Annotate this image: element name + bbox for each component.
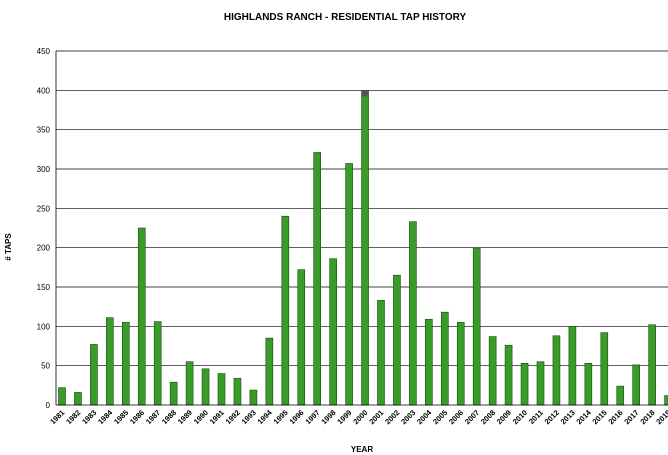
x-tick-label: 2011 [527, 408, 545, 426]
bar-1985 [122, 322, 130, 406]
bars [58, 90, 668, 406]
y-tick-label: 400 [37, 86, 51, 95]
x-tick-label: 2003 [399, 408, 417, 426]
x-tick-label: 2019 [654, 408, 668, 426]
bar-1998 [329, 258, 337, 406]
x-tick-label: 1999 [335, 408, 353, 426]
x-tick-label: 1992 [224, 408, 242, 426]
x-tick-labels: 1981198219831984198519861987198819891990… [48, 407, 668, 426]
x-tick-label: 2000 [351, 408, 369, 426]
bar-1991 [217, 373, 226, 406]
bar-2015 [600, 332, 609, 406]
bar-2019 [664, 395, 668, 406]
bar-1989 [185, 361, 194, 406]
x-tick-label: 2007 [463, 408, 481, 426]
bar-1986 [137, 227, 146, 406]
bar-1994 [265, 337, 274, 406]
x-tick-label: 1987 [144, 408, 162, 426]
x-tick-label: 1984 [96, 407, 115, 426]
y-tick-label: 100 [37, 322, 51, 331]
bar-1992 [233, 377, 242, 406]
bar-2006 [456, 322, 465, 406]
bar-2012 [552, 335, 561, 406]
bar-2000 [361, 90, 369, 406]
bar-1981 [58, 387, 66, 406]
bar-2010 [520, 363, 529, 406]
x-tick-label: 1994 [256, 407, 275, 426]
bar-cap-2000 [361, 90, 369, 97]
bar-1996 [297, 269, 306, 406]
x-tick-label: 2004 [415, 407, 434, 426]
x-tick-label: 1995 [272, 408, 290, 426]
x-tick-label: 1986 [128, 408, 146, 426]
x-tick-label: 2010 [511, 408, 529, 426]
x-tick-label: 2006 [447, 408, 465, 426]
bar-1997 [313, 152, 322, 406]
bar-2003 [409, 221, 417, 406]
y-tick-label: 150 [37, 283, 51, 292]
bar-2016 [616, 385, 625, 406]
bar-2004 [425, 318, 433, 406]
x-tick-label: 2008 [479, 408, 497, 426]
x-tick-label: 2001 [367, 408, 385, 426]
x-tick-label: 1983 [80, 408, 98, 426]
y-tick-label: 250 [37, 204, 51, 213]
x-tick-label: 2014 [575, 407, 594, 426]
y-tick-labels: 0 50 100 150 200 250 300 350 400 450 [37, 47, 51, 410]
bar-2013 [568, 326, 577, 406]
x-tick-label: 1998 [319, 408, 337, 426]
x-tick-label: 1988 [160, 408, 178, 426]
x-tick-label: 2009 [495, 408, 513, 426]
bar-1984 [106, 317, 114, 406]
x-axis-label: YEAR [351, 445, 373, 454]
bar-2014 [584, 363, 593, 406]
chart-title: HIGHLANDS RANCH - RESIDENTIAL TAP HISTOR… [224, 12, 467, 23]
y-tick-label: 0 [46, 401, 51, 410]
x-tick-label: 1991 [208, 408, 226, 426]
bar-1988 [169, 381, 178, 406]
x-tick-label: 2017 [622, 408, 640, 426]
x-tick-label: 2002 [383, 408, 401, 426]
bar-2007 [472, 248, 481, 406]
bar-1999 [345, 163, 353, 406]
y-tick-label: 350 [37, 126, 51, 135]
x-tick-label: 2012 [543, 408, 561, 426]
axes [55, 51, 668, 406]
bar-2002 [393, 274, 401, 406]
bar-1983 [90, 344, 98, 406]
bar-1993 [249, 389, 258, 406]
x-tick-label: 1993 [240, 408, 258, 426]
bar-2018 [648, 324, 656, 406]
x-tick-label: 2016 [607, 408, 625, 426]
x-tick-label: 1982 [64, 408, 82, 426]
bar-2017 [632, 364, 641, 406]
y-tick-label: 200 [37, 244, 51, 253]
x-tick-label: 1990 [192, 408, 210, 426]
bar-2005 [440, 311, 449, 406]
bar-2011 [536, 361, 545, 406]
x-tick-label: 1996 [288, 408, 306, 426]
x-tick-label: 1989 [176, 408, 194, 426]
x-tick-label: 2013 [559, 408, 577, 426]
x-tick-label: 2005 [431, 408, 449, 426]
x-tick-label: 2015 [591, 408, 609, 426]
bar-1995 [281, 215, 290, 406]
x-tick-label: 2018 [638, 408, 656, 426]
y-tick-label: 50 [41, 362, 50, 371]
y-axis-label: # TAPS [4, 233, 13, 261]
x-tick-label: 1997 [303, 408, 321, 426]
bar-2009 [504, 344, 513, 406]
y-tick-label: 450 [37, 47, 51, 56]
bar-1987 [153, 321, 162, 406]
x-tick-label: 1985 [112, 408, 130, 426]
y-tick-label: 300 [37, 165, 51, 174]
bar-2008 [488, 336, 497, 406]
bar-1990 [201, 368, 210, 406]
bar-2001 [377, 300, 385, 406]
x-tick-label: 1981 [48, 408, 66, 426]
bar-1982 [74, 392, 82, 406]
